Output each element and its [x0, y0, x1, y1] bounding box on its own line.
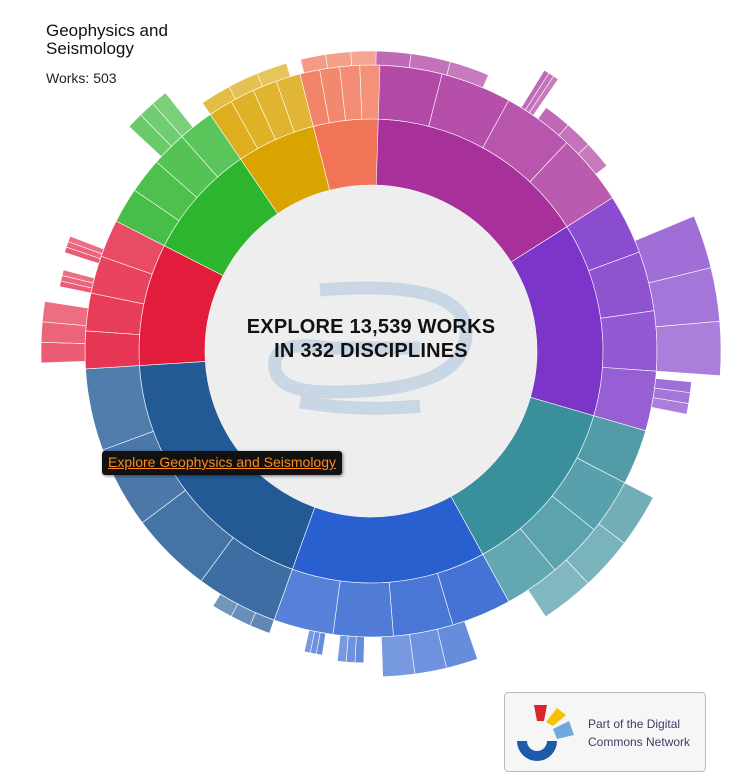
segment-magenta-outer-1-3[interactable] — [446, 61, 489, 89]
segment-blue-mid-3[interactable] — [332, 580, 394, 638]
hovered-discipline-works: Works: 503 — [46, 70, 117, 86]
watermark-logo — [268, 281, 473, 415]
segment-magenta-outer-3-3[interactable] — [577, 143, 608, 175]
digital-commons-logo-icon — [517, 705, 574, 761]
segment-gold-outer-1-3[interactable] — [256, 62, 291, 87]
center-explore-text[interactable]: EXPLORE 13,539 WORKS IN 332 DISCIPLINES — [211, 315, 531, 363]
segment-blue-outer-1-3[interactable] — [381, 634, 416, 678]
explore-discipline-link[interactable]: Explore Geophysics and Seismology — [102, 451, 343, 475]
segment-salmon-mid-4[interactable] — [359, 64, 381, 120]
digital-commons-network-badge[interactable]: Part of the Digital Commons Network — [504, 692, 706, 772]
segment-red-outer-3-3[interactable] — [67, 235, 105, 255]
digital-commons-text: Part of the Digital Commons Network — [588, 715, 690, 751]
segment-purple-mid-3[interactable] — [600, 310, 658, 372]
segment-salmon-outer-1-2[interactable] — [325, 51, 353, 69]
segment-green-outer-1-3[interactable] — [152, 92, 194, 137]
dcn-line-2: Commons Network — [588, 735, 691, 749]
center-line-1: EXPLORE 13,539 WORKS — [246, 316, 496, 338]
center-line-2: IN 332 DISCIPLINES — [274, 340, 468, 362]
segment-darkblue-outer-1-3[interactable] — [212, 593, 239, 617]
segment-purple-outer-1-3[interactable] — [655, 321, 722, 377]
dcn-line-1: Part of the Digital — [588, 717, 681, 731]
segment-teal-outer-1-3[interactable] — [527, 559, 589, 618]
segment-purple-outer-2-3[interactable] — [651, 397, 690, 415]
segment-red-outer-1-3[interactable] — [41, 301, 89, 327]
segment-magenta-outer-2-3[interactable] — [528, 75, 559, 116]
segment-red-outer-2-3[interactable] — [61, 269, 95, 284]
segment-red-mid-1[interactable] — [84, 330, 140, 370]
hovered-discipline-name: Geophysics and Seismology — [46, 21, 168, 58]
segment-blue-outer-2-3[interactable] — [337, 635, 349, 663]
segment-salmon-outer-1-3[interactable] — [350, 50, 377, 66]
segment-blue-outer-3-3[interactable] — [303, 629, 315, 654]
segment-red-outer-1-1[interactable] — [40, 342, 86, 364]
